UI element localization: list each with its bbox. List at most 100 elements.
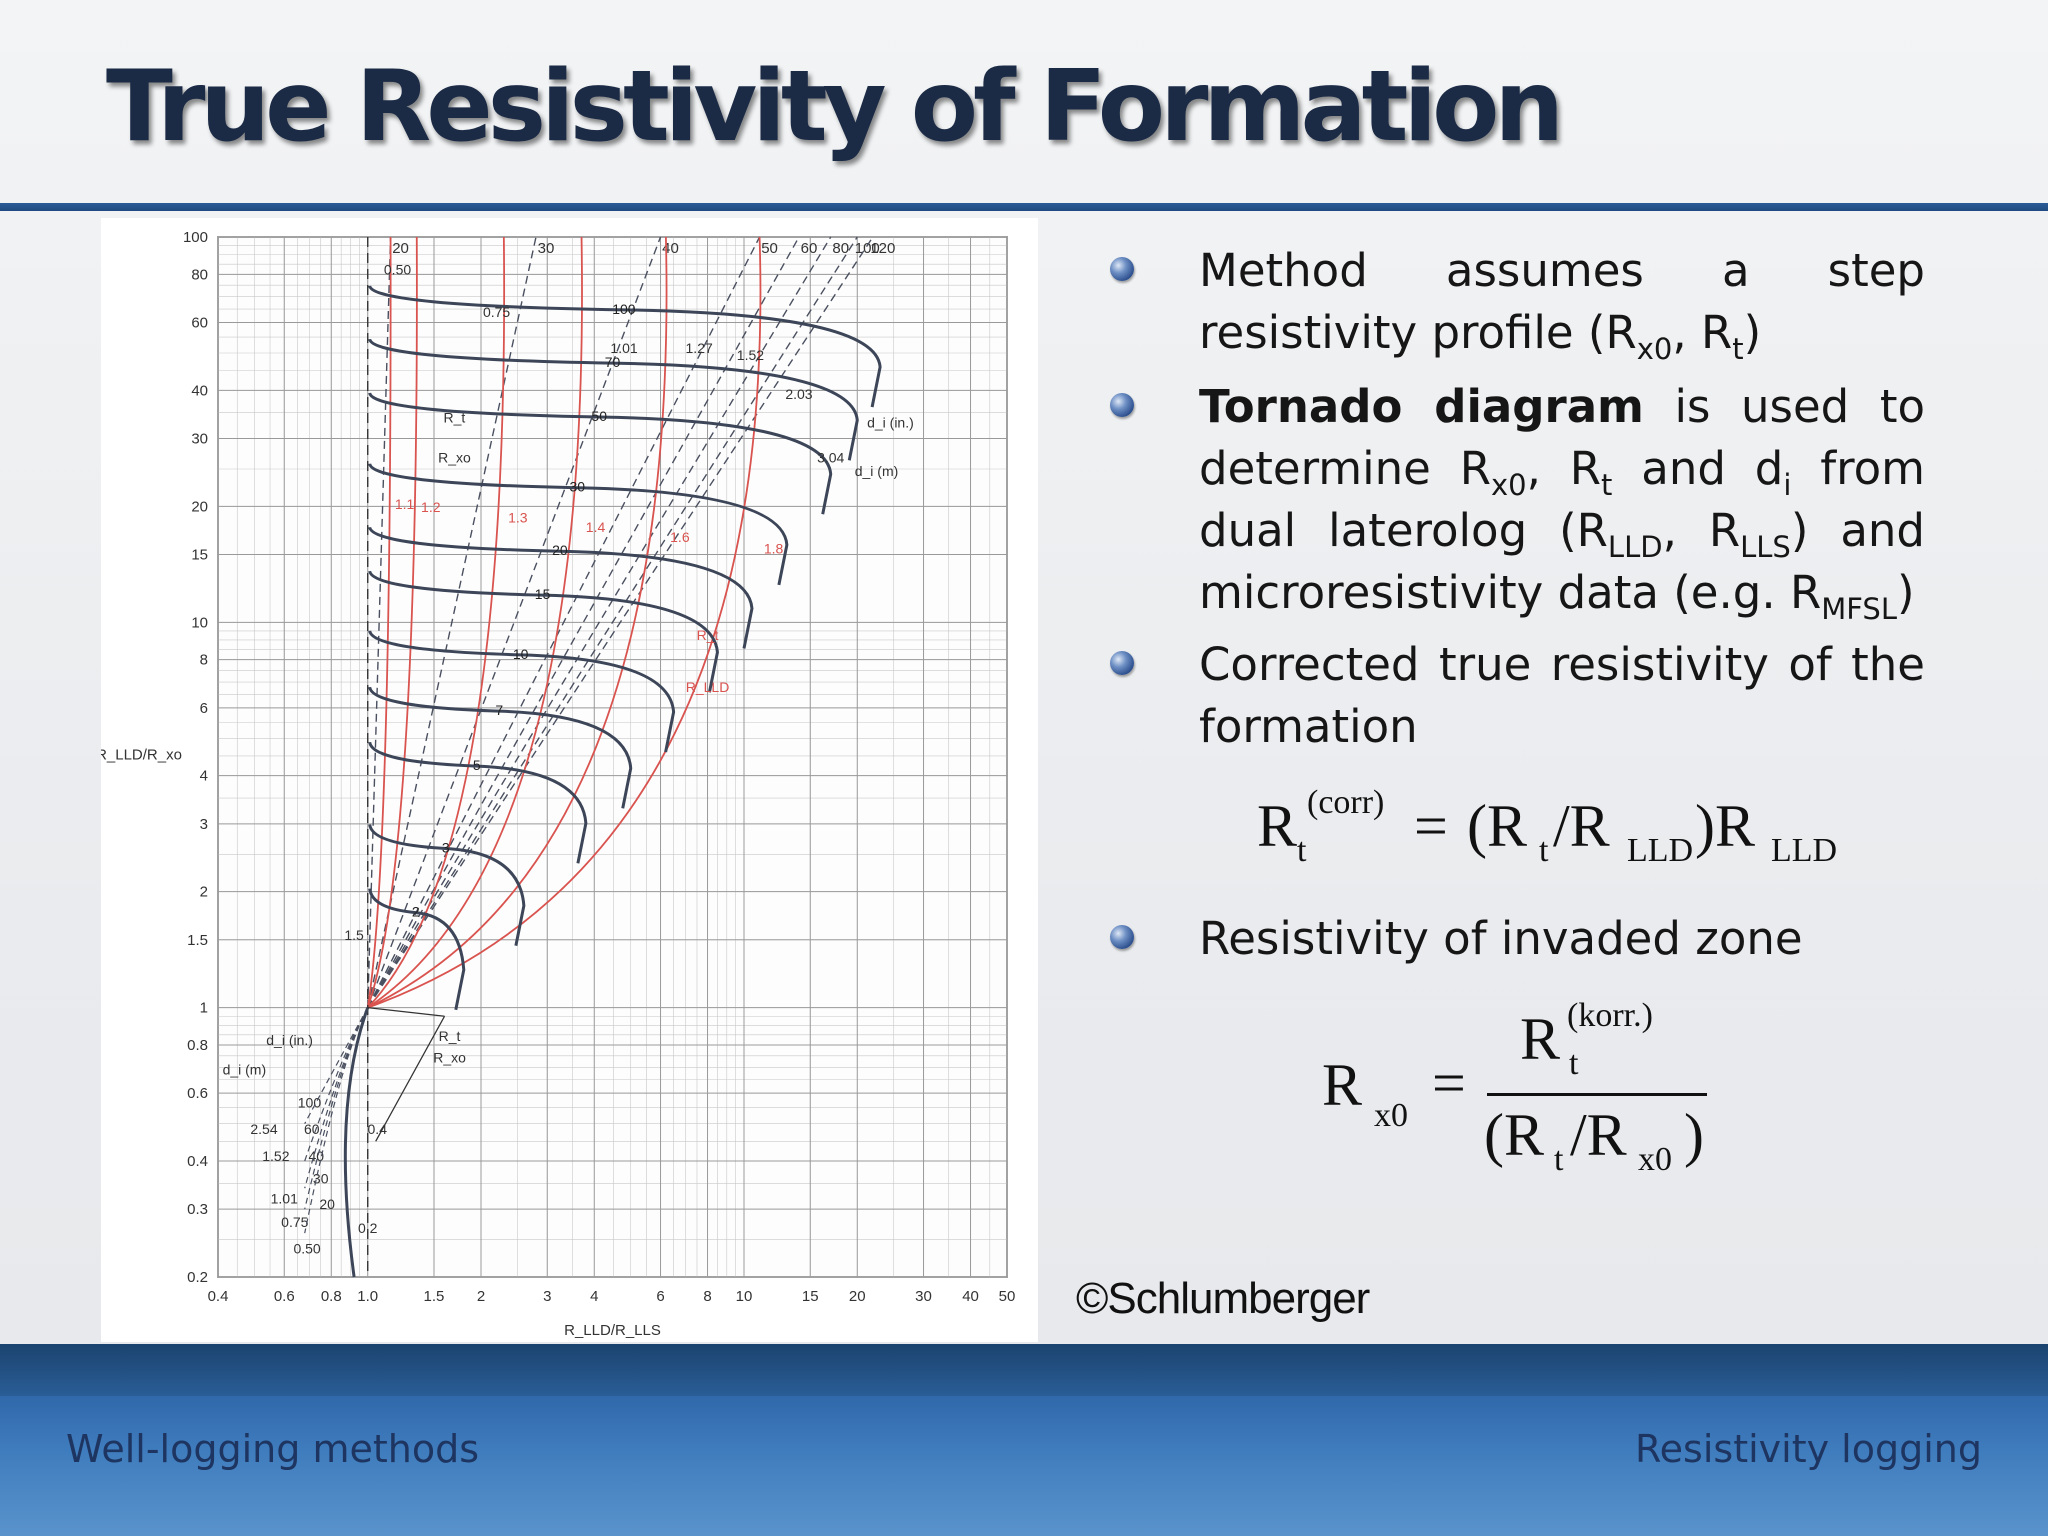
low-di-m-value: 0.50 bbox=[293, 1241, 320, 1257]
bullet-text: Tornado diagram is used to determine Rx0… bbox=[1199, 380, 1926, 626]
x-tick-label: 0.4 bbox=[208, 1288, 229, 1305]
x-tick-label: 20 bbox=[849, 1288, 866, 1305]
y-tick-label: 15 bbox=[191, 546, 208, 563]
slide-title: True Resistivity of Formation bbox=[106, 50, 1564, 164]
low-di-m-value: 0.75 bbox=[281, 1214, 308, 1230]
di-m-label: 1.01 bbox=[610, 340, 637, 356]
di-in-label: 60 bbox=[801, 240, 818, 257]
rt-rxo-curve bbox=[368, 570, 719, 693]
di-in-label: 30 bbox=[538, 240, 555, 257]
y-tick-label: 6 bbox=[200, 700, 208, 717]
y-tick-label: 0.4 bbox=[187, 1153, 208, 1170]
bullet-sphere-icon bbox=[1110, 257, 1134, 281]
low-di-in-value: 20 bbox=[319, 1196, 335, 1212]
rt-rlld-label: 1.3 bbox=[508, 510, 528, 526]
di-dashed-line bbox=[367, 236, 874, 1009]
low-di-m-value: 1.52 bbox=[262, 1148, 289, 1164]
y-tick-label: 2 bbox=[200, 884, 208, 901]
x-tick-label: 10 bbox=[736, 1288, 753, 1305]
title-divider bbox=[0, 203, 2048, 211]
x-tick-label: 50 bbox=[999, 1288, 1016, 1305]
di-in-label: 40 bbox=[662, 240, 679, 257]
x-axis-label: R_LLD/R_LLS bbox=[564, 1322, 661, 1339]
y-tick-label: 1.5 bbox=[187, 932, 208, 949]
footer-band bbox=[0, 1344, 2048, 1396]
x-tick-label: 40 bbox=[962, 1288, 979, 1305]
y-tick-label: 8 bbox=[200, 652, 208, 669]
low-fan-line bbox=[304, 1007, 369, 1124]
y-tick-label: 60 bbox=[191, 314, 208, 331]
plot-area bbox=[217, 236, 1008, 1278]
low-di-in-label: d_i (in.) bbox=[266, 1032, 313, 1048]
rt-rlld-label: 1.8 bbox=[764, 540, 784, 556]
bullet-text: Corrected true resistivity of the format… bbox=[1199, 638, 1925, 753]
di-dashed-line bbox=[367, 236, 858, 1009]
footer-bar bbox=[0, 1344, 2048, 1536]
x-tick-label: 6 bbox=[656, 1288, 664, 1305]
bullet-sphere-icon bbox=[1110, 393, 1134, 417]
rt-rxo-annotation: R_t bbox=[444, 410, 466, 426]
low-di-in-value: 60 bbox=[304, 1121, 320, 1137]
di-in-label: 120 bbox=[870, 240, 895, 257]
low-di-m-value: 1.01 bbox=[271, 1191, 298, 1207]
low-pointer-line bbox=[367, 1007, 446, 1142]
rt-rxo-curve bbox=[368, 526, 754, 649]
y-axis-label: R_LLD/R_xo bbox=[101, 747, 182, 764]
rt-rlld-label: 1.6 bbox=[670, 529, 690, 545]
x-tick-label: 1.5 bbox=[424, 1288, 445, 1305]
low-di-m-label: d_i (m) bbox=[223, 1062, 267, 1078]
bullet-text: Resistivity of invaded zone bbox=[1199, 912, 1803, 965]
rt-rxo-label: 15 bbox=[535, 586, 551, 602]
corrected-rt-formula: R (corr) t = (R t /R LLD )R LLD bbox=[1257, 784, 1838, 869]
rt-rlld-curve bbox=[367, 236, 583, 1009]
rt-rxo-label: 50 bbox=[591, 408, 607, 424]
di-dashed-line bbox=[367, 236, 392, 1008]
di-in-label: 80 bbox=[832, 240, 849, 257]
rt-rxo-curve bbox=[368, 630, 676, 753]
y-tick-label: 0.8 bbox=[187, 1037, 208, 1054]
di-in-annotation: d_i (in.) bbox=[867, 415, 914, 431]
di-m-label: 2.03 bbox=[785, 386, 812, 402]
rt-rxo-curve bbox=[368, 888, 466, 1011]
y-tick-label: 20 bbox=[191, 498, 208, 515]
rt-rlld-curve bbox=[367, 236, 668, 1009]
rt-rlld-curve bbox=[367, 236, 506, 1009]
di-in-label: 20 bbox=[392, 240, 409, 257]
rt-rxo-label: 5 bbox=[473, 757, 481, 773]
rt-rxo-label: 20 bbox=[552, 542, 568, 558]
rt-rxo-curve bbox=[368, 824, 526, 947]
rt-rlld-label: 1.2 bbox=[421, 499, 441, 515]
low-rt-rxo-curve bbox=[343, 1007, 370, 1278]
di-m-label: 1.52 bbox=[737, 347, 764, 363]
rt-rlld-curve bbox=[366, 236, 392, 1008]
low-di-in-value: 100 bbox=[298, 1095, 322, 1111]
invaded-zone-formula: R x0 = R (korr.) t (R t /R x0 ) bbox=[1322, 997, 1722, 1195]
bullet-sphere-icon bbox=[1110, 925, 1134, 949]
y-tick-label: 100 bbox=[183, 229, 208, 246]
footer-topic-label: Resistivity logging bbox=[1634, 1427, 1982, 1471]
y-tick-label: 40 bbox=[191, 382, 208, 399]
di-in-label: 100 bbox=[855, 240, 880, 257]
y-tick-label: 0.3 bbox=[187, 1201, 208, 1218]
low-misc-label: 0.2 bbox=[358, 1220, 378, 1236]
rt-rxo-curve bbox=[368, 338, 859, 461]
di-m-label: 3.04 bbox=[817, 449, 844, 465]
y-tick-label: 80 bbox=[191, 266, 208, 283]
di-m-label: 0.75 bbox=[483, 304, 510, 320]
x-tick-label: 3 bbox=[543, 1288, 551, 1305]
x-tick-label: 2 bbox=[477, 1288, 485, 1305]
rt-rxo-curve bbox=[368, 741, 588, 864]
rt-rxo-label: 7 bbox=[495, 702, 503, 718]
di-dashed-line bbox=[367, 236, 537, 1008]
low-misc-label: 0.4 bbox=[368, 1121, 388, 1137]
bullet-text: Method assumes a step resistivity profil… bbox=[1199, 244, 1925, 366]
y-tick-label: 0.2 bbox=[187, 1269, 208, 1286]
di-m-label: 0.50 bbox=[384, 261, 411, 277]
footer-course-label: Well-logging methods bbox=[66, 1427, 479, 1471]
y-tick-label: 30 bbox=[191, 430, 208, 447]
low-rt-rxo-annotation: R_t bbox=[439, 1028, 461, 1044]
rt-rxo-label: 100 bbox=[612, 301, 636, 317]
tornado-chart-panel: 0.4 0.6 0.8 1.0 1.5 2 3 4 6 8 10 15 20 30 40 50 100 80 60 4… bbox=[101, 218, 1038, 1342]
rt-rlld-curve bbox=[366, 236, 418, 1008]
rt-rxo-annotation: R_xo bbox=[438, 449, 471, 465]
